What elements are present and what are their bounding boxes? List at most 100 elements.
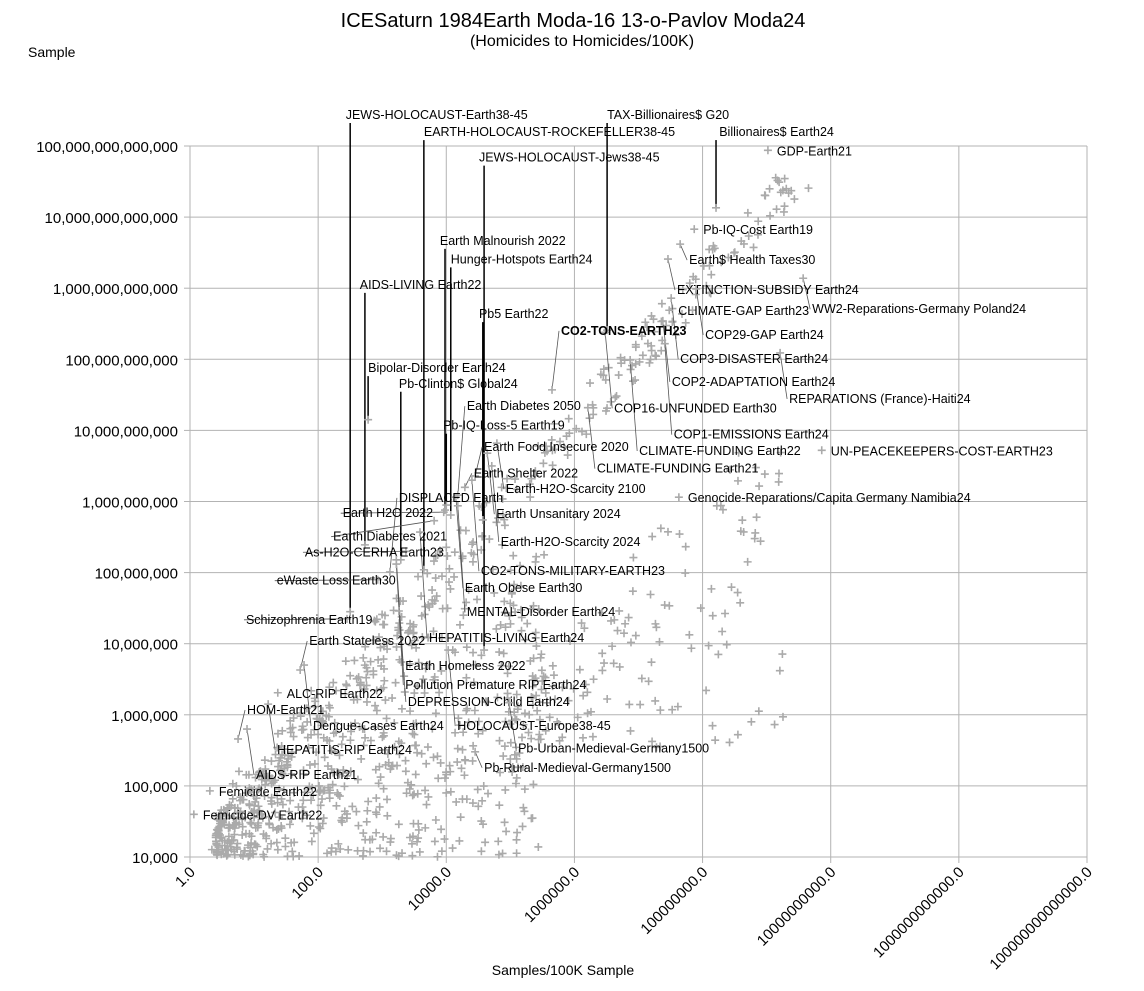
scatter-point [359,685,368,694]
scatter-point [648,532,657,541]
scatter-point [737,237,746,246]
scatter-point [474,717,483,726]
scatter-point [543,447,552,456]
scatter-point [615,606,624,615]
scatter-point [366,657,375,666]
scatter-point [500,818,509,827]
scatter-point [512,849,521,858]
scatter-point [433,752,442,761]
scatter-point [440,835,449,844]
data-point [665,306,674,315]
scatter-point [515,749,524,758]
scatter-point [330,718,339,727]
data-point [817,446,826,455]
scatter-point [717,258,726,267]
scatter-point [755,482,764,491]
scatter-point [689,272,698,281]
scatter-point [535,715,544,724]
y-tick-label: 100,000 [124,779,178,796]
scatter-point [451,648,460,657]
scatter-point [668,705,677,714]
scatter-point [260,756,269,765]
scatter-point [696,604,705,613]
data-label: Pb-IQ-Cost Earth19 [703,223,813,237]
data-label: Femicide-DV Earth22 [203,808,323,822]
data-point [451,493,460,502]
data-point [676,240,685,249]
scatter-point [500,608,509,617]
scatter-point [442,788,451,797]
scatter-point [524,728,533,737]
scatter-point [460,771,469,780]
data-label: EARTH-HOLOCAUST-ROCKEFELLER38-45 [424,125,675,139]
scatter-point [478,726,487,735]
y-tick-label: 10,000,000,000,000 [45,210,178,227]
scatter-point [506,738,515,747]
data-label: CLIMATE-FUNDING Earth22 [639,444,801,458]
scatter-point [588,400,597,409]
scatter-point [250,813,259,822]
scatter-point [228,794,237,803]
data-point [480,646,489,655]
data-point [189,810,198,819]
scatter-point [346,671,355,680]
background-points [207,173,813,861]
scatter-point [540,550,549,559]
data-label: Earth Diabetes 2021 [333,530,447,544]
data-label: MENTAL-Disorder Earth24 [467,605,615,619]
scatter-point [534,604,543,613]
data-point [264,700,273,709]
scatter-point [322,711,331,720]
scatter-point [498,494,507,503]
scatter-point [707,270,716,279]
scatter-point [348,802,357,811]
data-label: DISPLACED Earth [399,491,503,505]
scatter-point [375,802,384,811]
scatter-point [498,849,507,858]
scatter-point [234,809,243,818]
leader-line [662,320,671,382]
y-tick-label: 1,000,000 [111,708,178,725]
scatter-point [562,432,571,441]
scatter-point [519,803,528,812]
scatter-point [558,683,567,692]
scatter-point [458,745,467,754]
leader-line [670,298,679,360]
data-point [471,471,480,480]
scatter-point [626,726,635,735]
scatter-point [596,370,605,379]
scatter-point [405,659,414,668]
scatter-point [516,561,525,570]
scatter-point [397,739,406,748]
scatter-point [656,706,665,715]
scatter-point [564,696,573,705]
scatter-point [286,796,295,805]
scatter-point [504,662,513,671]
scatter-point [323,762,332,771]
scatter-point [652,352,661,361]
data-point [300,661,309,670]
scatter-point [545,713,554,722]
scatter-point [625,700,634,709]
data-point [548,385,557,394]
scatter-point [628,587,637,596]
leader-line [419,532,428,639]
scatter-point [446,787,455,796]
scatter-point [233,804,242,813]
scatter-point [327,746,336,755]
scatter-point [525,710,534,719]
scatter-point [638,351,647,360]
scatter-point [450,572,459,581]
scatter-point [501,785,510,794]
data-label: CLIMATE-GAP Earth23 [678,304,809,318]
scatter-point [272,838,281,847]
scatter-point [388,694,397,703]
scatter-point [414,572,423,581]
scatter-point [274,824,283,833]
data-label: Earth Obese Earth30 [465,581,582,595]
scatter-point [413,837,422,846]
data-label: CO2-TONS-EARTH23 [561,324,687,338]
leader-line [303,664,312,727]
scatter-point [342,814,351,823]
scatter-point [537,666,546,675]
